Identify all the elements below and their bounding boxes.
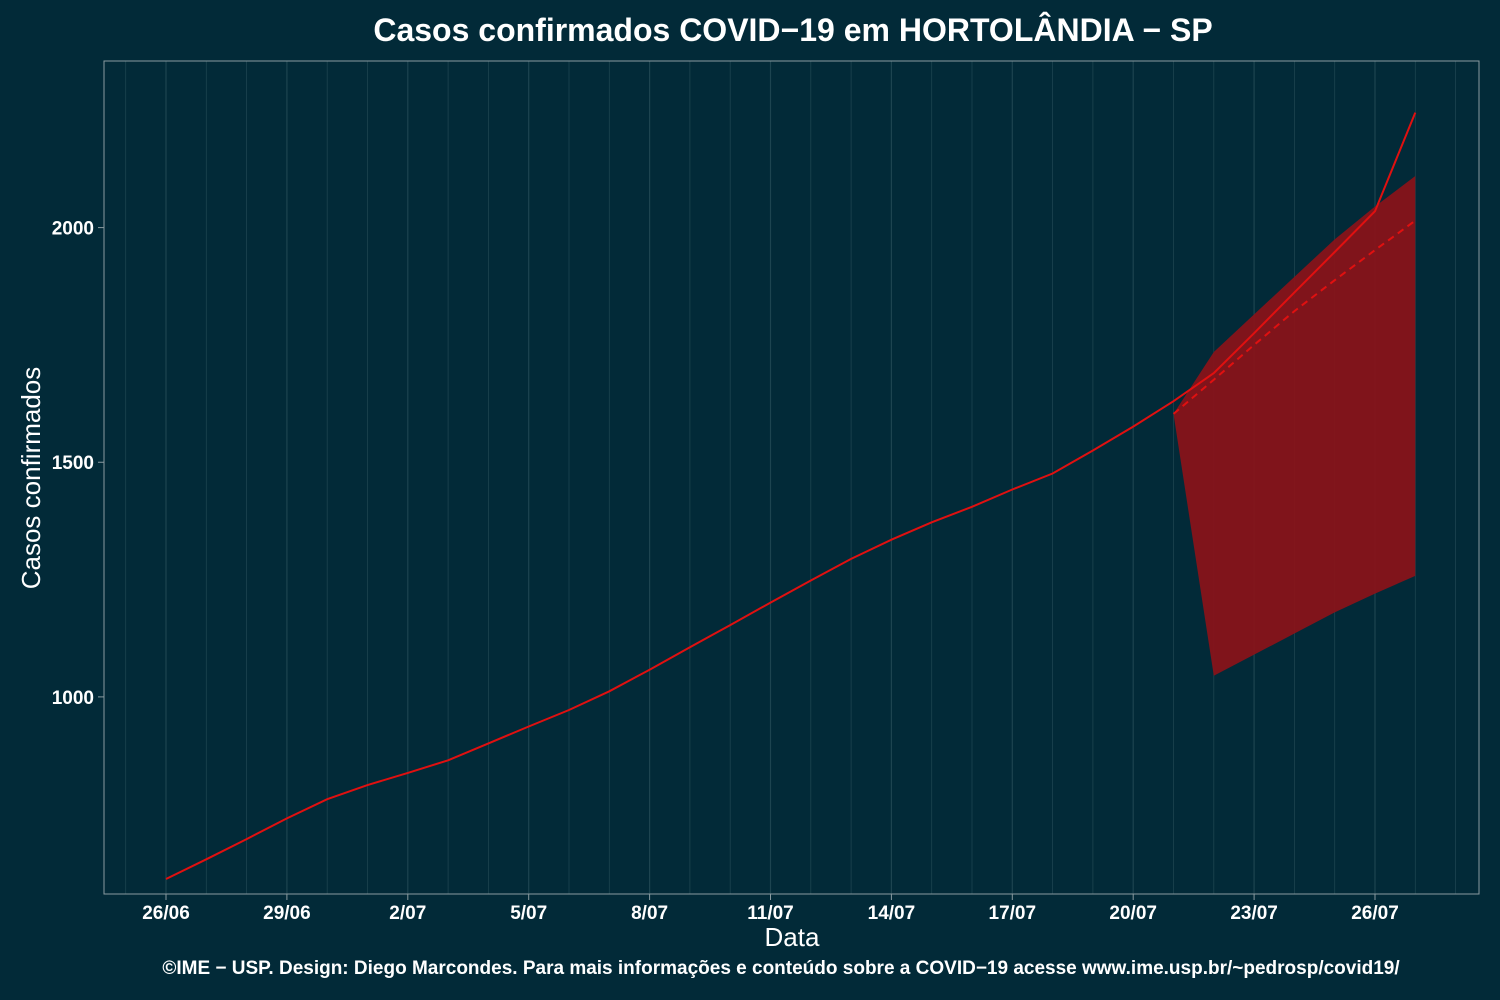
x-tick-label: 29/06 <box>263 903 311 924</box>
y-tick-label: 2000 <box>52 219 94 240</box>
x-tick-label: 2/07 <box>389 903 426 924</box>
footer-credit: ©IME − USP. Design: Diego Marcondes. Par… <box>162 958 1400 979</box>
y-tick-label: 1000 <box>52 688 94 709</box>
x-tick-label: 26/06 <box>142 903 190 924</box>
grid-lines <box>125 61 1456 894</box>
confidence-band <box>1173 175 1416 676</box>
x-axis-ticks: 26/06 29/06 2/07 5/07 8/07 11/07 14/07 17/07 20/… <box>142 894 1399 924</box>
x-tick-label: 26/07 <box>1351 903 1399 924</box>
x-tick-label: 17/07 <box>989 903 1037 924</box>
x-tick-label: 11/07 <box>747 903 794 924</box>
x-tick-label: 20/07 <box>1109 903 1157 924</box>
x-axis-title: Data <box>765 922 820 952</box>
plot-frame <box>103 60 1480 895</box>
x-tick-label: 23/07 <box>1230 903 1278 924</box>
series-lines-layer <box>165 112 1417 880</box>
confirmed-cases-line <box>165 112 1417 880</box>
y-axis-title: Casos confirmados <box>16 367 46 590</box>
x-tick-label: 14/07 <box>868 903 916 924</box>
x-tick-label: 5/07 <box>510 903 547 924</box>
y-tick-label: 1500 <box>52 453 94 474</box>
y-axis-ticks: 1000 1500 2000 <box>52 219 104 709</box>
projection-dashed-line <box>1172 219 1416 415</box>
x-tick-label: 8/07 <box>631 903 668 924</box>
chart-title: Casos confirmados COVID−19 em HORTOLÂNDI… <box>373 12 1213 48</box>
confidence-band-layer <box>1173 175 1416 676</box>
